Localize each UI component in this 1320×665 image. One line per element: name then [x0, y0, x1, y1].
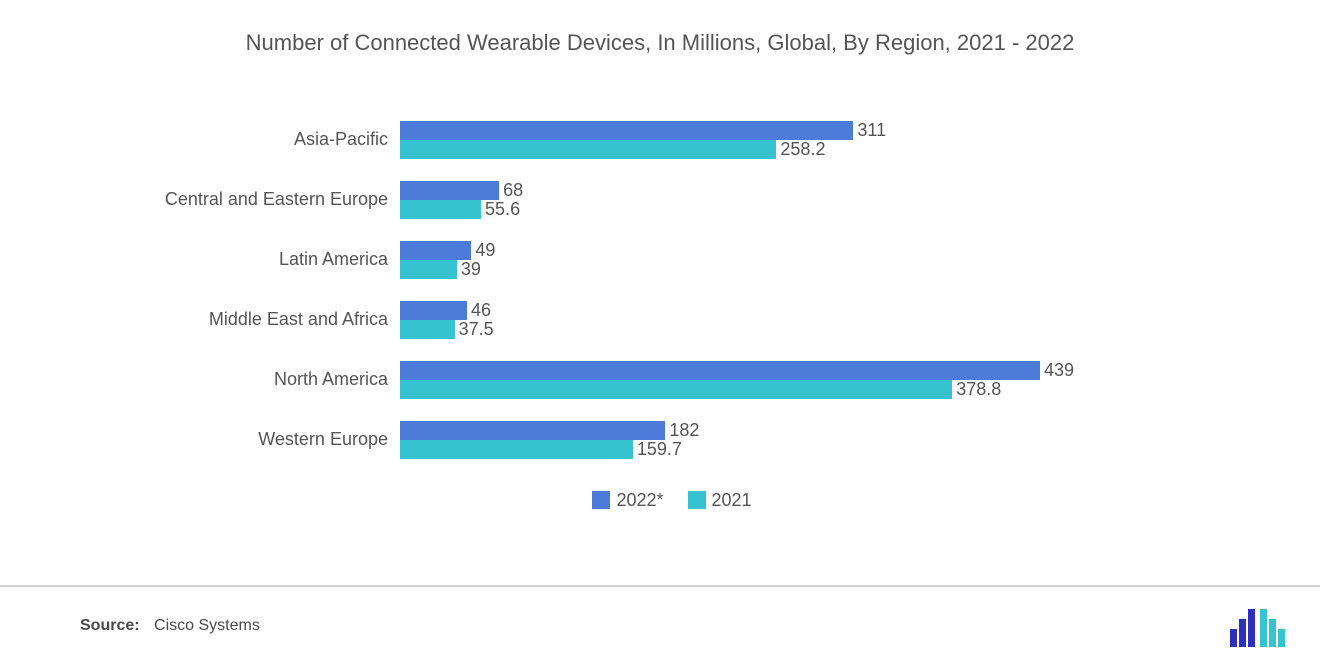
- bar-value-label: 46: [467, 300, 491, 321]
- chart-row: Asia-Pacific 311 258.2: [0, 110, 1320, 170]
- bar-fill: [400, 140, 776, 159]
- category-label: Central and Eastern Europe: [0, 189, 400, 211]
- bar-group: 182159.7: [400, 410, 1320, 470]
- source-line: Source: Cisco Systems: [80, 617, 260, 635]
- chart-row: Central and Eastern Europe6855.6: [0, 170, 1320, 230]
- bar-fill: [400, 320, 455, 339]
- bar-group: 311 258.2: [400, 110, 1320, 170]
- bar-value-label: 378.8: [952, 379, 1001, 400]
- bar-group: 6855.6: [400, 170, 1320, 230]
- bar-s2022: 439: [400, 361, 1320, 380]
- bar-s2021: 159.7: [400, 440, 1320, 459]
- bar-fill: [400, 440, 633, 459]
- category-label: Western Europe: [0, 429, 400, 451]
- source-label: Source:: [80, 617, 140, 634]
- legend-label: 2022*: [616, 490, 663, 510]
- bar-group: 439 378.8: [400, 350, 1320, 410]
- legend-swatch: [688, 491, 706, 509]
- bar-group: 4939: [400, 230, 1320, 290]
- bar-fill: [400, 200, 481, 219]
- chart-row: Western Europe182159.7: [0, 410, 1320, 470]
- chart-row: Latin America4939: [0, 230, 1320, 290]
- bar-s2022: 68: [400, 181, 1320, 200]
- bar-fill: [400, 361, 1040, 380]
- bar-value-label: 311: [853, 120, 886, 141]
- bar-chart: Asia-Pacific 311 258.2 Central and Eastern …: [0, 110, 1320, 470]
- legend-swatch: [592, 491, 610, 509]
- bar-fill: [400, 241, 471, 260]
- bar-s2022: 49: [400, 241, 1320, 260]
- bar-s2021: 378.8: [400, 380, 1320, 399]
- legend: 2022* 2021: [0, 490, 1320, 511]
- chart-row: North America 439 378.8: [0, 350, 1320, 410]
- bar-fill: [400, 301, 467, 320]
- footer-divider: [0, 585, 1320, 587]
- bar-value-label: 49: [471, 240, 495, 261]
- bar-s2022: 182: [400, 421, 1320, 440]
- bar-s2022: 311: [400, 121, 1320, 140]
- bar-fill: [400, 181, 499, 200]
- chart-title: Number of Connected Wearable Devices, In…: [0, 30, 1320, 56]
- brand-logo-icon: [1230, 607, 1290, 647]
- bar-fill: [400, 380, 952, 399]
- bar-value-label: 159.7: [633, 439, 682, 460]
- bar-s2021: 258.2: [400, 140, 1320, 159]
- bar-fill: [400, 260, 457, 279]
- bar-s2021: 37.5: [400, 320, 1320, 339]
- category-label: Asia-Pacific: [0, 129, 400, 151]
- bar-value-label: 258.2: [776, 139, 825, 160]
- category-label: Middle East and Africa: [0, 309, 400, 331]
- bar-s2021: 39: [400, 260, 1320, 279]
- bar-value-label: 55.6: [481, 199, 520, 220]
- bar-value-label: 39: [457, 259, 481, 280]
- bar-fill: [400, 421, 665, 440]
- legend-label: 2021: [712, 490, 752, 510]
- category-label: North America: [0, 369, 400, 391]
- logo-bars-left: [1230, 609, 1255, 647]
- source-text: Cisco Systems: [154, 617, 260, 634]
- bar-s2021: 55.6: [400, 200, 1320, 219]
- category-label: Latin America: [0, 249, 400, 271]
- bar-value-label: 68: [499, 180, 523, 201]
- logo-bars-right: [1260, 609, 1285, 647]
- chart-row: Middle East and Africa4637.5: [0, 290, 1320, 350]
- bar-group: 4637.5: [400, 290, 1320, 350]
- bar-fill: [400, 121, 853, 140]
- bar-value-label: 439: [1040, 360, 1074, 381]
- bar-value-label: 182: [665, 420, 699, 441]
- bar-value-label: 37.5: [455, 319, 494, 340]
- bar-s2022: 46: [400, 301, 1320, 320]
